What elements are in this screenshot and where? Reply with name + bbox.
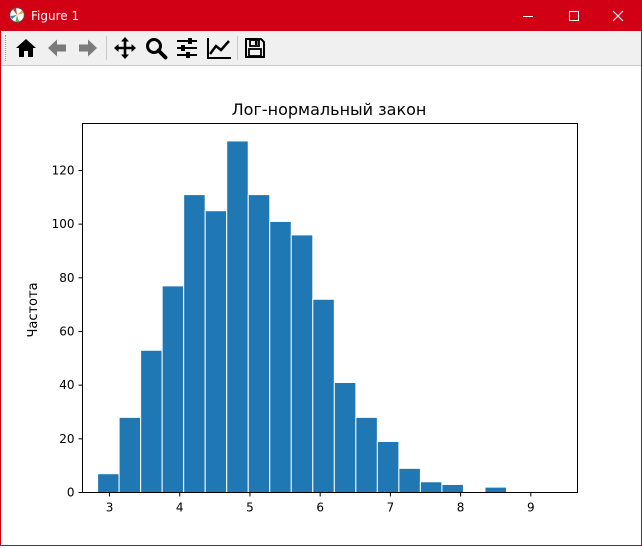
close-icon — [612, 10, 624, 22]
maximize-button[interactable] — [551, 1, 597, 31]
histogram-bar — [333, 381, 357, 494]
histogram-bar — [355, 416, 378, 493]
forward-button[interactable] — [75, 35, 101, 61]
toolbar-grip[interactable] — [5, 35, 8, 61]
save-icon — [245, 38, 265, 58]
histogram-bar — [140, 349, 163, 493]
y-tick-label: 40 — [59, 378, 74, 392]
histogram-bar — [484, 486, 507, 493]
histogram-bar — [161, 285, 185, 493]
window-title: Figure 1 — [31, 9, 80, 23]
x-tick-label: 6 — [316, 501, 324, 515]
x-tick-label: 4 — [176, 501, 184, 515]
minimize-button[interactable] — [505, 1, 551, 31]
bars-group — [97, 140, 507, 494]
save-button[interactable] — [242, 35, 268, 61]
histogram-bar — [183, 194, 206, 493]
y-tick-label: 100 — [52, 217, 75, 231]
app-icon — [9, 7, 25, 23]
zoom-icon — [146, 38, 168, 60]
title-bar[interactable]: Figure 1 — [1, 1, 641, 31]
ticks-group: 3 4 5 6 7 8 9 0 20 40 60 80 100 120 — [52, 163, 535, 514]
x-tick-label: 7 — [387, 501, 395, 515]
histogram-bar — [269, 220, 292, 493]
toolbar-separator — [237, 36, 238, 60]
minimize-icon — [523, 16, 533, 17]
chart-title: Лог-нормальный закон — [232, 100, 427, 119]
y-tick-label: 120 — [52, 163, 75, 177]
home-icon — [16, 39, 36, 57]
y-tick-label: 0 — [67, 486, 75, 500]
histogram-chart: Лог-нормальный закон Частота 3 4 5 6 7 8 9 0 20 4… — [26, 100, 578, 515]
x-tick-label: 9 — [527, 501, 535, 515]
histogram-bar — [441, 483, 464, 494]
x-tick-label: 5 — [246, 501, 254, 515]
subplots-icon — [177, 38, 197, 58]
back-button[interactable] — [44, 35, 70, 61]
x-tick-label: 8 — [457, 501, 465, 515]
forward-arrow-icon — [79, 39, 97, 57]
y-tick-label: 80 — [59, 271, 74, 285]
histogram-bar — [118, 416, 142, 493]
histogram-bar — [398, 467, 421, 493]
back-arrow-icon — [48, 39, 66, 57]
y-tick-label: 60 — [59, 324, 74, 338]
histogram-bar — [247, 194, 271, 493]
navigation-toolbar — [1, 31, 641, 66]
toolbar-separator — [106, 36, 107, 60]
y-axis-label: Частота — [26, 282, 41, 337]
maximize-icon — [569, 11, 579, 21]
pan-button[interactable] — [112, 35, 138, 61]
zoom-button[interactable] — [143, 35, 169, 61]
histogram-bar — [312, 298, 335, 493]
edit-axis-icon — [207, 38, 231, 59]
edit-axis-button[interactable] — [206, 35, 232, 61]
histogram-bar — [97, 473, 120, 493]
y-tick-label: 20 — [59, 432, 74, 446]
histogram-bar — [204, 210, 228, 494]
close-button[interactable] — [595, 1, 641, 31]
histogram-bar — [226, 140, 249, 493]
histogram-bar — [290, 234, 314, 493]
x-tick-label: 3 — [106, 501, 114, 515]
figure-canvas[interactable]: Лог-нормальный закон Частота 3 4 5 6 7 8 9 0 20 4… — [1, 66, 641, 545]
histogram-bar — [376, 441, 400, 493]
axes-frame — [82, 123, 578, 493]
histogram-bar — [419, 481, 443, 493]
pan-icon — [114, 37, 136, 59]
home-button[interactable] — [13, 35, 39, 61]
configure-subplots-button[interactable] — [174, 35, 200, 61]
